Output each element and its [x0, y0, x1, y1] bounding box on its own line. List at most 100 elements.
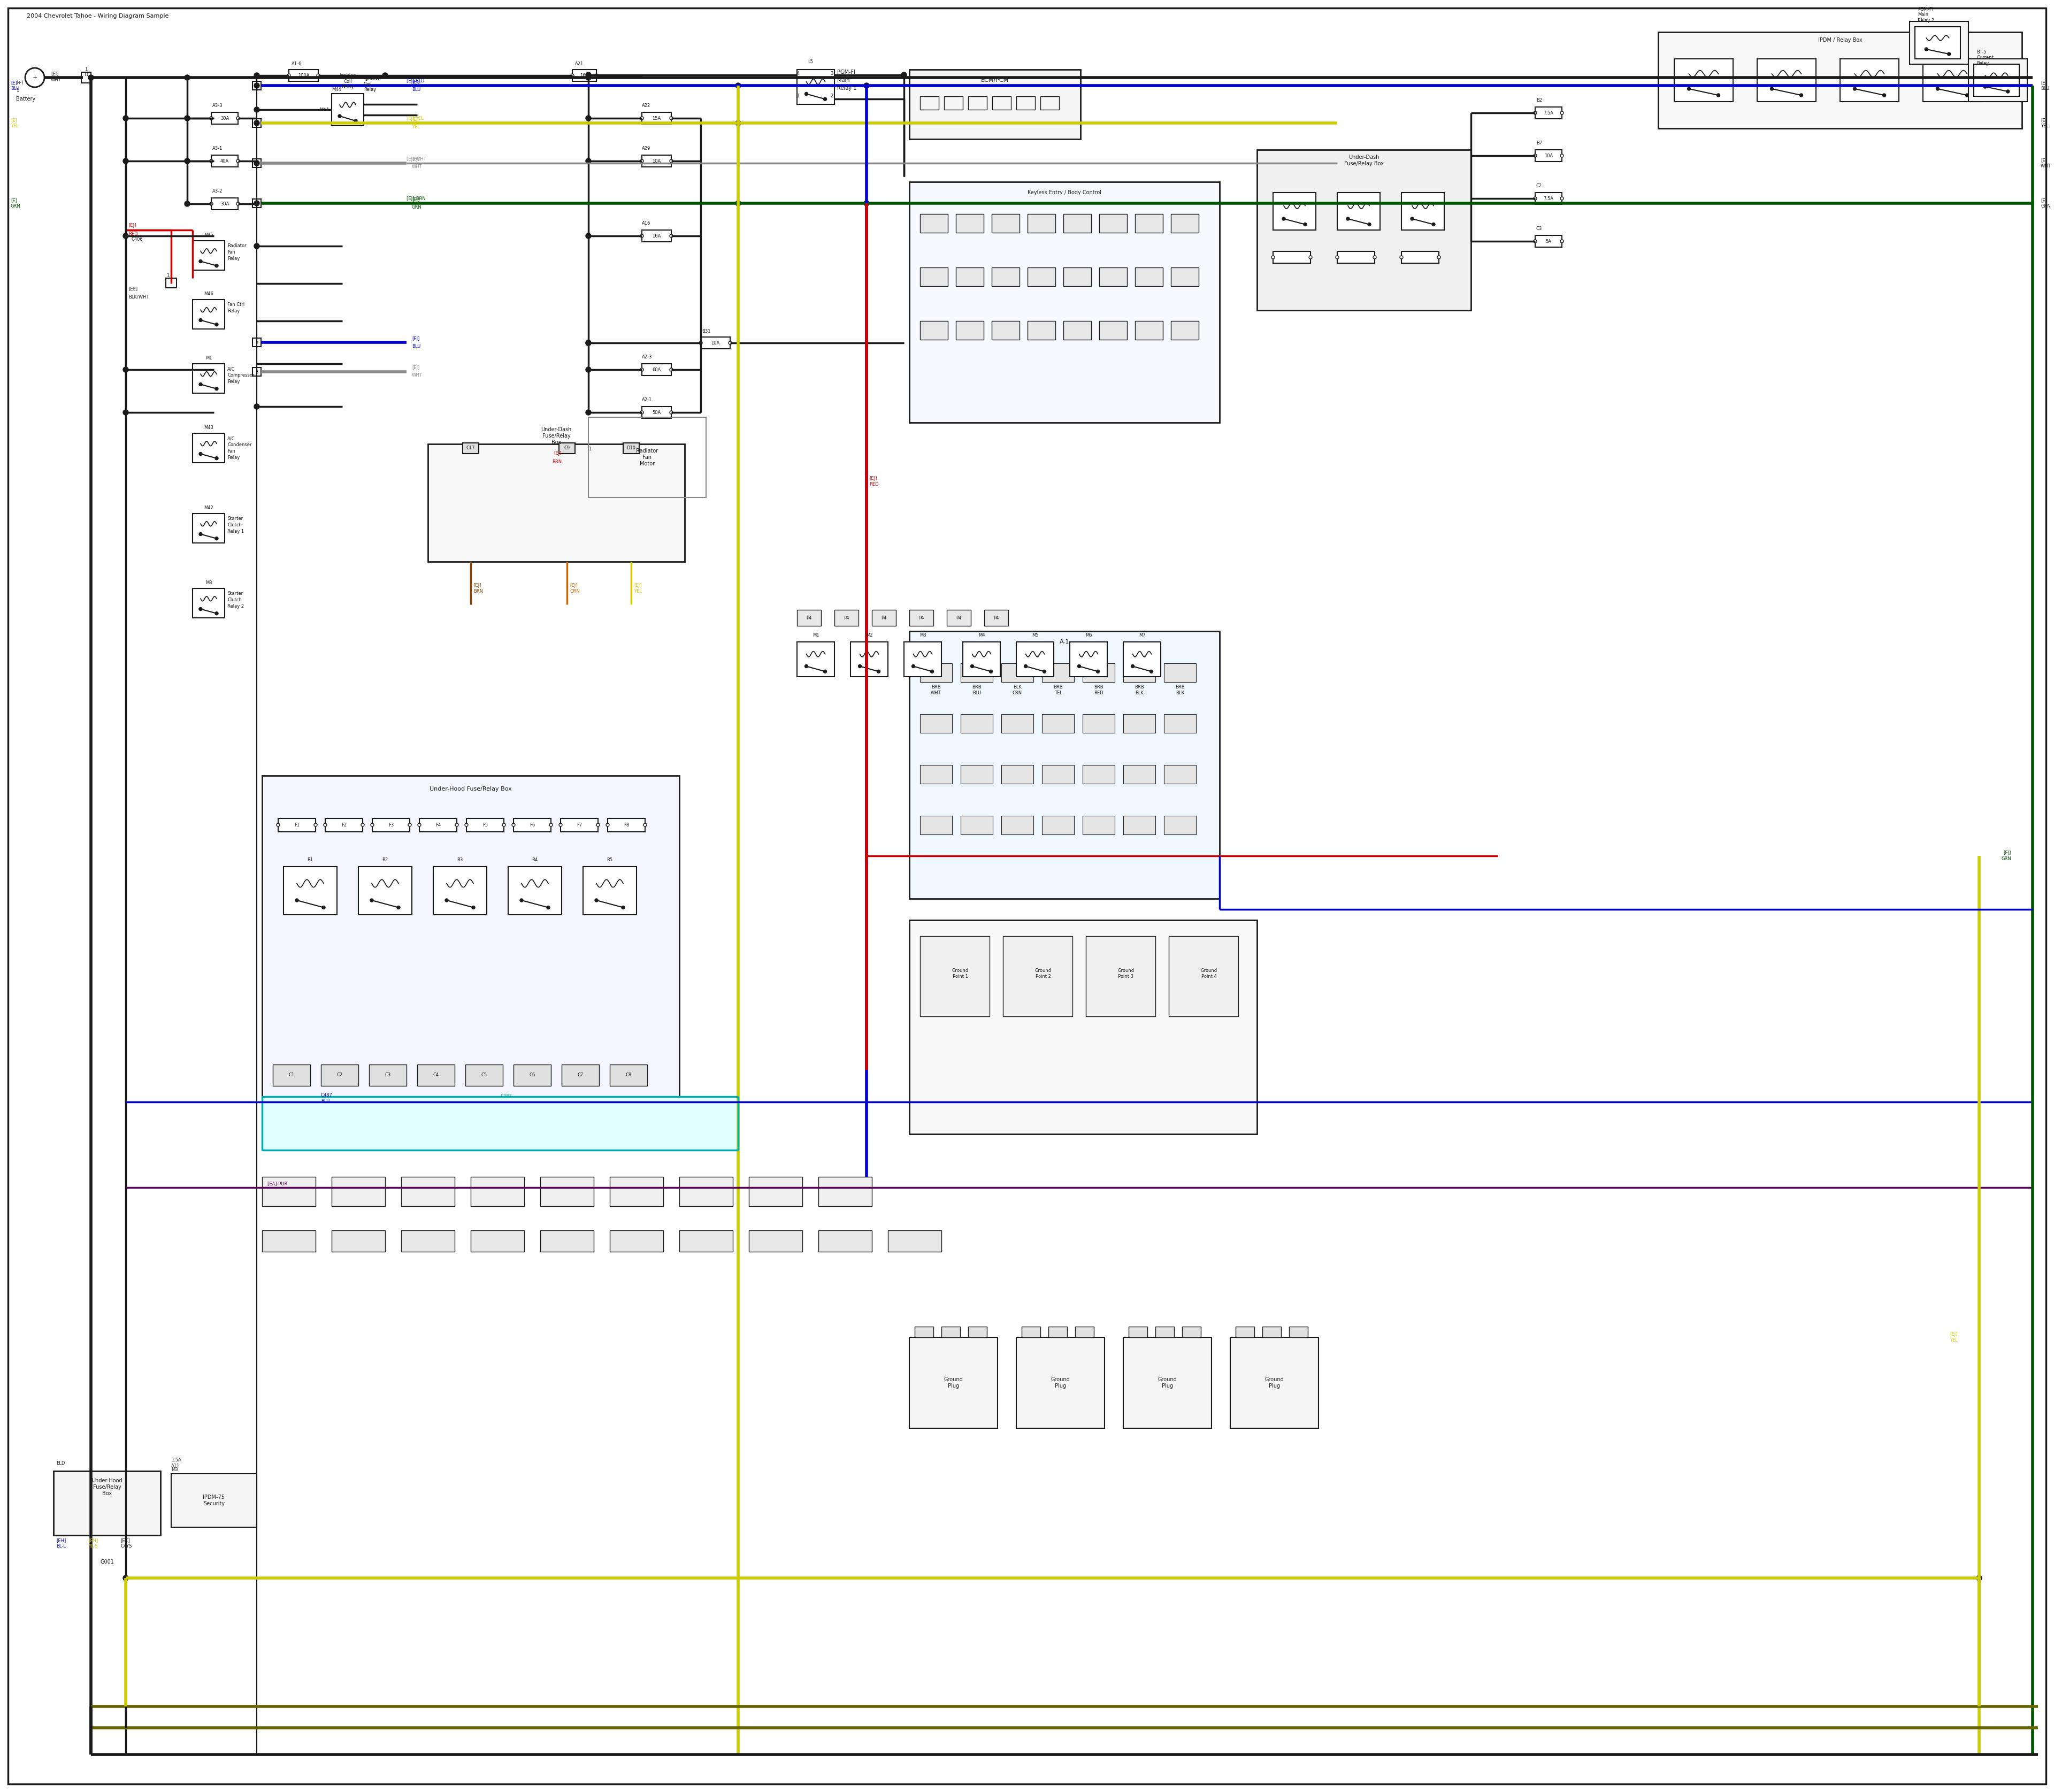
Bar	[212, 156, 238, 167]
Text: [E]
YEL: [E] YEL	[10, 118, 18, 129]
Bar	[427, 444, 684, 561]
Text: 1: 1	[797, 93, 799, 99]
Bar	[1756, 59, 1816, 102]
Text: 7.5A: 7.5A	[1543, 111, 1553, 115]
Circle shape	[641, 235, 643, 238]
Text: WHT: WHT	[51, 77, 62, 82]
Bar	[1534, 151, 1561, 161]
Circle shape	[729, 340, 731, 344]
Bar	[1124, 642, 1161, 677]
Text: Relay: Relay	[228, 256, 240, 262]
Text: T1: T1	[84, 72, 88, 77]
Bar	[961, 765, 992, 783]
Circle shape	[641, 410, 643, 414]
Bar	[1002, 663, 1033, 683]
Bar	[263, 1231, 316, 1253]
Text: 59: 59	[255, 120, 259, 125]
Circle shape	[1771, 88, 1773, 90]
Text: 60A: 60A	[653, 367, 661, 373]
Bar	[193, 240, 224, 271]
Text: [EJ]
RED: [EJ] RED	[869, 477, 879, 487]
Bar	[540, 1231, 594, 1253]
Bar	[1337, 251, 1374, 263]
Bar	[1082, 765, 1115, 783]
Circle shape	[585, 233, 592, 238]
Text: M42: M42	[203, 505, 214, 511]
Bar	[680, 1177, 733, 1206]
Text: Under-Hood Fuse/Relay Box: Under-Hood Fuse/Relay Box	[429, 787, 511, 792]
Circle shape	[585, 410, 592, 416]
Text: Ground
Point 2: Ground Point 2	[1035, 968, 1052, 978]
Circle shape	[902, 72, 906, 77]
Text: BRB
BLK: BRB BLK	[1175, 685, 1185, 695]
Circle shape	[199, 532, 201, 536]
Text: A2-3: A2-3	[641, 355, 653, 360]
Circle shape	[1411, 217, 1413, 220]
Bar	[1124, 715, 1154, 733]
Text: [EJ]
YEL: [EJ] YEL	[1949, 1331, 1957, 1342]
Bar	[1124, 815, 1154, 835]
Bar	[961, 663, 992, 683]
Circle shape	[199, 607, 201, 611]
Bar	[887, 1231, 941, 1253]
Bar	[610, 1231, 663, 1253]
Bar	[283, 867, 337, 914]
Text: Under-Hood
Fuse/Relay
Box: Under-Hood Fuse/Relay Box	[92, 1478, 123, 1496]
Text: [E]
BLU: [E] BLU	[2040, 81, 2050, 91]
Text: M46: M46	[203, 292, 214, 297]
Circle shape	[1561, 111, 1563, 115]
Bar	[947, 609, 972, 625]
Text: [EJ]: [EJ]	[413, 197, 419, 202]
Text: M2: M2	[867, 633, 873, 638]
Text: Ground
Point 3: Ground Point 3	[1117, 968, 1134, 978]
Text: WHT: WHT	[413, 165, 423, 168]
Circle shape	[735, 201, 741, 206]
Bar	[850, 642, 887, 677]
Bar	[357, 867, 413, 914]
Bar	[750, 1231, 803, 1253]
Bar	[1257, 151, 1471, 310]
Text: BT-5
Current
Relay: BT-5 Current Relay	[1976, 50, 1994, 66]
Text: B31: B31	[702, 330, 711, 333]
Circle shape	[1937, 88, 1939, 90]
Bar	[419, 819, 456, 831]
Circle shape	[216, 457, 218, 461]
Bar	[1027, 321, 1056, 340]
Text: 5A: 5A	[1545, 238, 1551, 244]
Bar	[963, 642, 1000, 677]
Text: Ignition
Coil
Relay: Ignition Coil Relay	[339, 73, 355, 90]
Text: 7.5A: 7.5A	[1543, 195, 1553, 201]
Text: A16: A16	[641, 220, 651, 226]
Circle shape	[1432, 222, 1436, 226]
Circle shape	[1853, 88, 1857, 90]
Text: 15A: 15A	[653, 116, 661, 120]
Bar	[1534, 108, 1561, 118]
Bar	[1534, 235, 1561, 247]
Text: BRB
TEL: BRB TEL	[1054, 685, 1062, 695]
Text: [EJ]: [EJ]	[413, 79, 419, 84]
Text: [EJ]: [EJ]	[413, 337, 419, 340]
Text: Main: Main	[838, 77, 850, 82]
Circle shape	[123, 410, 127, 416]
Bar	[920, 765, 953, 783]
Text: F3: F3	[388, 823, 394, 828]
Bar	[641, 364, 672, 376]
Circle shape	[1534, 111, 1536, 115]
Text: L1: L1	[1918, 18, 1923, 23]
Bar	[253, 118, 261, 127]
Circle shape	[559, 823, 563, 826]
Circle shape	[123, 158, 127, 163]
Circle shape	[1368, 222, 1370, 226]
Text: M1: M1	[813, 633, 820, 638]
Bar	[1165, 663, 1195, 683]
Circle shape	[396, 907, 401, 909]
Circle shape	[236, 159, 240, 163]
Circle shape	[930, 670, 935, 674]
Bar	[750, 1177, 803, 1206]
Circle shape	[1345, 217, 1349, 220]
Text: A1-6: A1-6	[292, 61, 302, 66]
Bar	[253, 339, 261, 346]
Text: [EJ] YEL: [EJ] YEL	[407, 116, 423, 122]
Text: [EJ] BLU: [EJ] BLU	[407, 79, 425, 84]
Circle shape	[972, 665, 974, 668]
